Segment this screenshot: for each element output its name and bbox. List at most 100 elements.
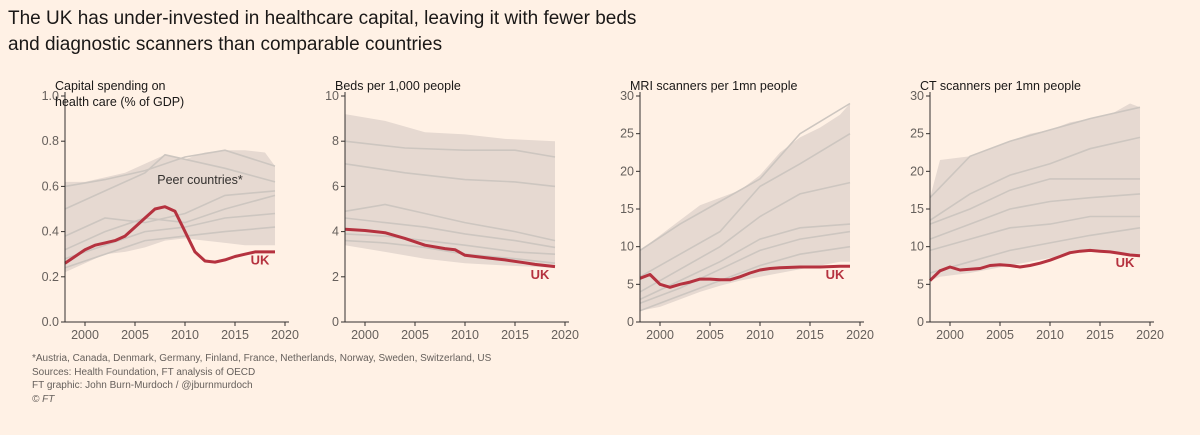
- y-tick-label: 25: [910, 127, 924, 141]
- uk-series-label: UK: [826, 267, 845, 282]
- peer-country-line-2: [929, 136, 1141, 221]
- peer-country-line-4: [929, 193, 1141, 240]
- x-tick-label: 2005: [121, 328, 149, 342]
- y-tick-label: 20: [620, 164, 634, 178]
- footnote-peer-countries: *Austria, Canada, Denmark, Germany, Finl…: [32, 353, 492, 364]
- peer-country-line-2: [64, 153, 276, 210]
- x-tick-label: 2020: [846, 328, 874, 342]
- uk-line: [64, 205, 275, 265]
- y-tick-label: 8: [332, 134, 339, 148]
- peer-country-line-1: [929, 106, 1141, 199]
- peer-countries-annotation: Peer countries*: [157, 173, 243, 187]
- y-tick-label: 5: [917, 277, 924, 291]
- panel-title-line-2: health care (% of GDP): [55, 95, 184, 109]
- y-tick-label: 0: [332, 315, 339, 329]
- x-tick-label: 2020: [271, 328, 299, 342]
- y-tick-label: 5: [627, 277, 634, 291]
- x-tick-label: 2020: [551, 328, 579, 342]
- peer-country-line-6: [344, 239, 556, 264]
- peer-country-line-5: [64, 212, 276, 260]
- peer-country-line-4: [639, 223, 851, 301]
- x-tick-label: 2010: [451, 328, 479, 342]
- chart-panel-1: 0.0 0.2 0.4 0.6 0.8 1.0 2000 2005 2010 2015 2020 Ca…: [42, 79, 299, 342]
- peer-country-line-5: [344, 233, 556, 255]
- x-tick-label: 2000: [351, 328, 379, 342]
- footnote-sources: Sources: Health Foundation, FT analysis …: [32, 366, 256, 378]
- x-tick-label: 2015: [1086, 328, 1114, 342]
- peer-country-line-6: [639, 245, 851, 312]
- peer-country-line-5: [929, 215, 1140, 252]
- y-tick-label: 30: [910, 89, 924, 103]
- x-tick-label: 2010: [1036, 328, 1064, 342]
- x-tick-label: 2015: [221, 328, 249, 342]
- chart-title-line-1: The UK has under-invested in healthcare …: [8, 8, 637, 29]
- y-tick-label: 20: [910, 164, 924, 178]
- y-tick-label: 4: [332, 225, 339, 239]
- x-tick-label: 2015: [796, 328, 824, 342]
- x-tick-label: 2010: [746, 328, 774, 342]
- peer-country-line-4: [64, 194, 276, 251]
- peer-country-line-6: [64, 226, 276, 269]
- y-tick-label: 0.4: [42, 225, 59, 239]
- x-tick-label: 2010: [171, 328, 199, 342]
- peer-country-line-6: [929, 227, 1141, 274]
- x-tick-label: 2000: [71, 328, 99, 342]
- peer-country-line-2: [344, 163, 556, 188]
- uk-line: [928, 248, 1141, 282]
- chart-panel-3: 0 5 10 15 20 25 30 2000 2005 2010 2015 2020 MRI scan…: [620, 79, 874, 342]
- panel-title-line-1: CT scanners per 1mn people: [920, 79, 1081, 93]
- y-tick-label: 6: [332, 179, 339, 193]
- panel-title-line-1: Capital spending on: [55, 79, 166, 93]
- y-tick-label: 30: [620, 89, 634, 103]
- footnote-graphic-credit: FT graphic: John Burn-Murdoch / @jburnmu…: [32, 380, 253, 391]
- peer-country-line-2: [639, 133, 851, 278]
- x-tick-label: 2005: [401, 328, 429, 342]
- y-tick-label: 0.2: [42, 270, 59, 284]
- y-tick-label: 0: [627, 315, 634, 329]
- footer: *Austria, Canada, Denmark, Germany, Finl…: [32, 352, 491, 406]
- y-tick-label: 0.0: [42, 315, 59, 329]
- y-tick-label: 25: [620, 127, 634, 141]
- uk-line: [344, 227, 556, 269]
- peer-range-band: [345, 114, 555, 268]
- panel-title-line-1: Beds per 1,000 people: [335, 79, 461, 93]
- peer-country-line-5: [639, 230, 851, 304]
- y-tick-label: 15: [620, 202, 634, 216]
- peer-range-band: [640, 103, 850, 311]
- x-tick-label: 2020: [1136, 328, 1164, 342]
- chart-panel-4: 0 5 10 15 20 25 30 2000 2005 2010 2015 2020 CT scann…: [910, 79, 1164, 342]
- peer-country-line-3: [344, 203, 556, 242]
- peer-country-line-3: [929, 178, 1140, 225]
- x-tick-label: 2005: [696, 328, 724, 342]
- x-tick-label: 2005: [986, 328, 1014, 342]
- peer-range-band: [930, 103, 1140, 281]
- peer-country-line-3: [639, 181, 851, 293]
- uk-series-label: UK: [251, 252, 270, 267]
- y-tick-label: 2: [332, 270, 339, 284]
- y-tick-label: 10: [910, 240, 924, 254]
- peer-country-line-1: [64, 149, 276, 188]
- y-tick-label: 0: [917, 315, 924, 329]
- footnote-copyright: © FT: [32, 393, 55, 405]
- uk-series-label: UK: [1116, 255, 1135, 270]
- uk-series-label: UK: [531, 267, 550, 282]
- y-tick-label: 1.0: [42, 89, 59, 103]
- x-tick-label: 2015: [501, 328, 529, 342]
- peer-country-line-1: [639, 102, 851, 252]
- y-tick-label: 15: [910, 202, 924, 216]
- panel-title-line-1: MRI scanners per 1mn people: [630, 79, 797, 93]
- y-tick-label: 10: [620, 240, 634, 254]
- chart-title: The UK has under-invested in healthcare …: [8, 6, 768, 58]
- x-tick-label: 2000: [646, 328, 674, 342]
- uk-line: [639, 264, 850, 289]
- peer-country-line-4: [344, 217, 556, 249]
- y-tick-label: 0.8: [42, 134, 59, 148]
- peer-country-line-1: [344, 140, 556, 158]
- chart-title-line-2: and diagnostic scanners than comparable …: [8, 34, 443, 55]
- y-tick-label: 10: [325, 89, 339, 103]
- chart-panel-2: 0 2 4 6 8 10 2000 2005 2010 2015 2020 Beds per 1,00…: [325, 79, 579, 342]
- x-tick-label: 2000: [936, 328, 964, 342]
- peer-country-line-3: [64, 190, 276, 237]
- y-tick-label: 0.6: [42, 179, 59, 193]
